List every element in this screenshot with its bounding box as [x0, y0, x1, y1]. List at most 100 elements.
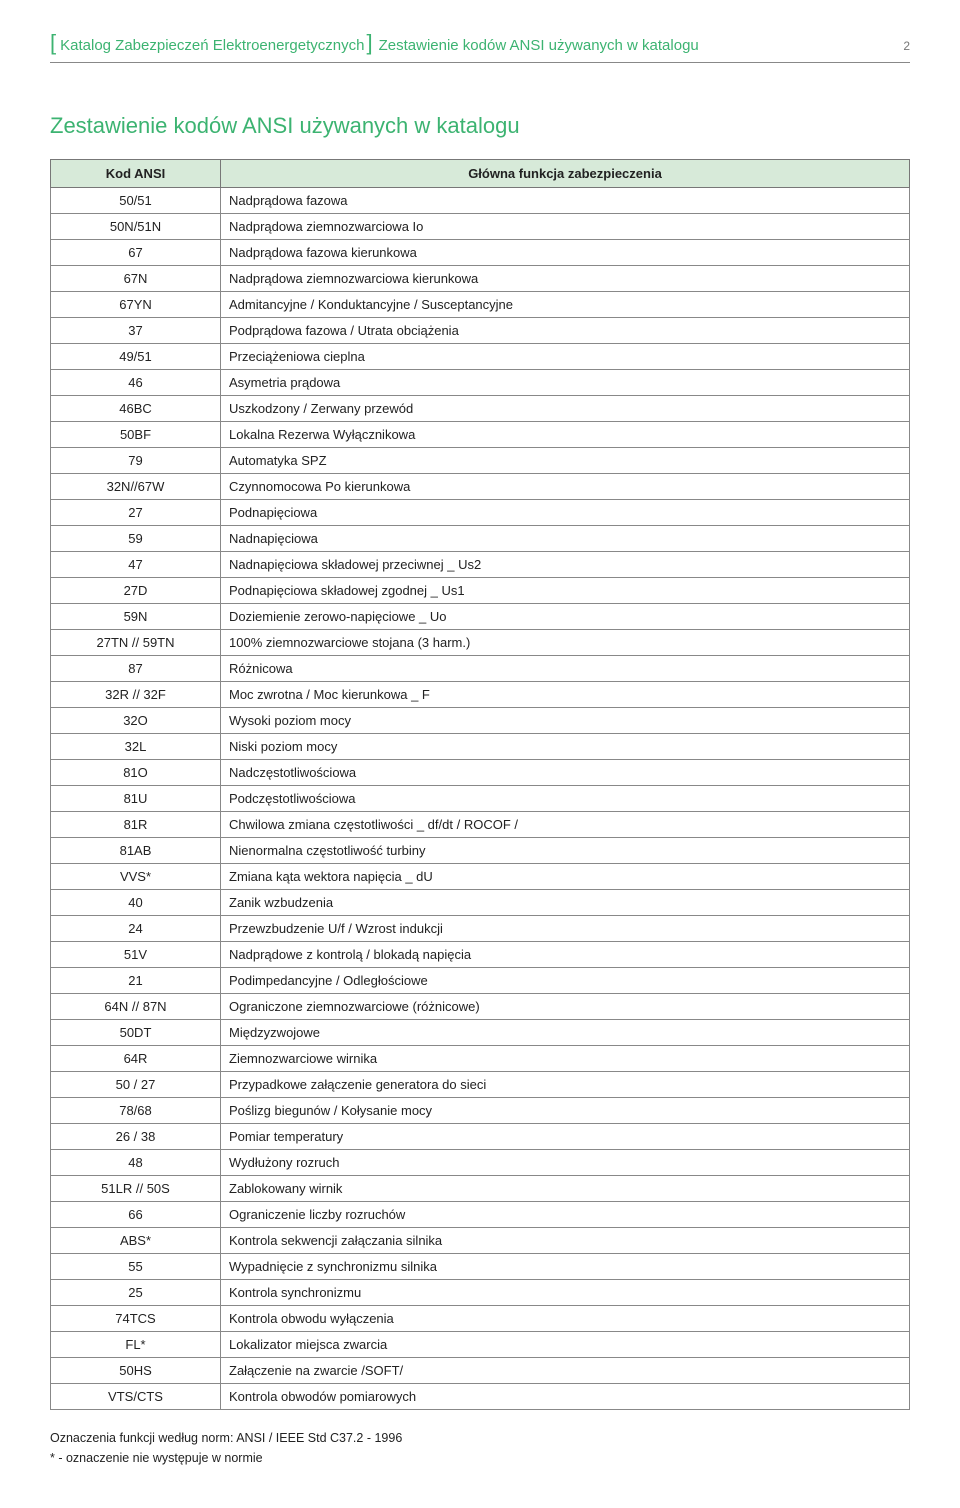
cell-code: 46	[51, 370, 221, 396]
cell-function: Automatyka SPZ	[221, 448, 910, 474]
cell-function: Lokalizator miejsca zwarcia	[221, 1332, 910, 1358]
table-row: 81UPodczęstotliwościowa	[51, 786, 910, 812]
table-row: 79Automatyka SPZ	[51, 448, 910, 474]
table-row: 74TCSKontrola obwodu wyłączenia	[51, 1306, 910, 1332]
cell-function: Kontrola sekwencji załączania silnika	[221, 1228, 910, 1254]
catalog-label: Katalog Zabezpieczeń Elektroenergetyczny…	[60, 37, 364, 54]
table-row: 27DPodnapięciowa składowej zgodnej _ Us1	[51, 578, 910, 604]
cell-function: Moc zwrotna / Moc kierunkowa _ F	[221, 682, 910, 708]
cell-function: Doziemienie zerowo-napięciowe _ Uo	[221, 604, 910, 630]
cell-function: Asymetria prądowa	[221, 370, 910, 396]
cell-code: 64R	[51, 1046, 221, 1072]
table-row: VVS*Zmiana kąta wektora napięcia _ dU	[51, 864, 910, 890]
table-row: 50HSZałączenie na zwarcie /SOFT/	[51, 1358, 910, 1384]
cell-code: 50DT	[51, 1020, 221, 1046]
cell-code: 32O	[51, 708, 221, 734]
table-row: 24Przewzbudzenie U/f / Wzrost indukcji	[51, 916, 910, 942]
cell-function: Admitancyjne / Konduktancyjne / Suscepta…	[221, 292, 910, 318]
table-row: 67NNadprądowa ziemnozwarciowa kierunkowa	[51, 266, 910, 292]
table-row: 46BCUszkodzony / Zerwany przewód	[51, 396, 910, 422]
cell-function: Przeciążeniowa cieplna	[221, 344, 910, 370]
cell-function: Pomiar temperatury	[221, 1124, 910, 1150]
cell-code: 40	[51, 890, 221, 916]
table-row: 64RZiemnozwarciowe wirnika	[51, 1046, 910, 1072]
cell-code: 81R	[51, 812, 221, 838]
cell-code: 79	[51, 448, 221, 474]
cell-function: Nadnapięciowa składowej przeciwnej _ Us2	[221, 552, 910, 578]
table-row: 51VNadprądowe z kontrolą / blokadą napię…	[51, 942, 910, 968]
col-header-function: Główna funkcja zabezpieczenia	[221, 160, 910, 188]
cell-function: Nadprądowa ziemnozwarciowa Io	[221, 214, 910, 240]
bracket-open-icon: [	[50, 30, 56, 56]
cell-function: Nadczęstotliwościowa	[221, 760, 910, 786]
cell-code: FL*	[51, 1332, 221, 1358]
cell-function: Podnapięciowa składowej zgodnej _ Us1	[221, 578, 910, 604]
cell-code: 49/51	[51, 344, 221, 370]
cell-code: 21	[51, 968, 221, 994]
cell-code: 66	[51, 1202, 221, 1228]
table-row: 47Nadnapięciowa składowej przeciwnej _ U…	[51, 552, 910, 578]
table-row: 48Wydłużony rozruch	[51, 1150, 910, 1176]
section-label: Zestawienie kodów ANSI używanych w katal…	[379, 37, 699, 54]
cell-function: Czynnomocowa Po kierunkowa	[221, 474, 910, 500]
table-row: 26 / 38Pomiar temperatury	[51, 1124, 910, 1150]
cell-function: Wysoki poziom mocy	[221, 708, 910, 734]
table-row: 81ABNienormalna częstotliwość turbiny	[51, 838, 910, 864]
table-header-row: Kod ANSI Główna funkcja zabezpieczenia	[51, 160, 910, 188]
cell-function: Załączenie na zwarcie /SOFT/	[221, 1358, 910, 1384]
table-row: 27Podnapięciowa	[51, 500, 910, 526]
table-row: 81RChwilowa zmiana częstotliwości _ df/d…	[51, 812, 910, 838]
cell-function: Kontrola synchronizmu	[221, 1280, 910, 1306]
footnotes: Oznaczenia funkcji według norm: ANSI / I…	[50, 1428, 910, 1468]
cell-code: 27	[51, 500, 221, 526]
cell-function: Nienormalna częstotliwość turbiny	[221, 838, 910, 864]
table-row: 67Nadprądowa fazowa kierunkowa	[51, 240, 910, 266]
cell-function: Zmiana kąta wektora napięcia _ dU	[221, 864, 910, 890]
cell-function: Nadprądowa ziemnozwarciowa kierunkowa	[221, 266, 910, 292]
cell-function: Ziemnozwarciowe wirnika	[221, 1046, 910, 1072]
cell-function: Zablokowany wirnik	[221, 1176, 910, 1202]
footnote-line-2: * - oznaczenie nie występuje w normie	[50, 1448, 910, 1468]
table-row: 37Podprądowa fazowa / Utrata obciążenia	[51, 318, 910, 344]
cell-code: 67YN	[51, 292, 221, 318]
bracket-close-icon: ]	[366, 30, 372, 56]
cell-code: 27TN // 59TN	[51, 630, 221, 656]
cell-function: Nadprądowa fazowa	[221, 188, 910, 214]
cell-function: Różnicowa	[221, 656, 910, 682]
cell-function: Podprądowa fazowa / Utrata obciążenia	[221, 318, 910, 344]
table-row: 50N/51NNadprądowa ziemnozwarciowa Io	[51, 214, 910, 240]
table-body: 50/51Nadprądowa fazowa50N/51NNadprądowa …	[51, 188, 910, 1410]
cell-function: Lokalna Rezerwa Wyłącznikowa	[221, 422, 910, 448]
cell-code: 50BF	[51, 422, 221, 448]
cell-code: 48	[51, 1150, 221, 1176]
cell-code: 81U	[51, 786, 221, 812]
cell-function: Nadprądowa fazowa kierunkowa	[221, 240, 910, 266]
cell-code: ABS*	[51, 1228, 221, 1254]
table-row: 49/51Przeciążeniowa cieplna	[51, 344, 910, 370]
table-row: 67YNAdmitancyjne / Konduktancyjne / Susc…	[51, 292, 910, 318]
cell-code: 55	[51, 1254, 221, 1280]
cell-code: 50/51	[51, 188, 221, 214]
table-row: 81ONadczęstotliwościowa	[51, 760, 910, 786]
cell-code: 32R // 32F	[51, 682, 221, 708]
cell-code: 50N/51N	[51, 214, 221, 240]
cell-code: 51V	[51, 942, 221, 968]
page-number: 2	[903, 39, 910, 53]
cell-function: Wydłużony rozruch	[221, 1150, 910, 1176]
cell-code: 81O	[51, 760, 221, 786]
table-row: 32LNiski poziom mocy	[51, 734, 910, 760]
cell-function: Przypadkowe załączenie generatora do sie…	[221, 1072, 910, 1098]
cell-function: Chwilowa zmiana częstotliwości _ df/dt /…	[221, 812, 910, 838]
table-row: 78/68Poślizg biegunów / Kołysanie mocy	[51, 1098, 910, 1124]
cell-code: 74TCS	[51, 1306, 221, 1332]
cell-code: VVS*	[51, 864, 221, 890]
table-row: 64N // 87NOgraniczone ziemnozwarciowe (r…	[51, 994, 910, 1020]
cell-function: Podnapięciowa	[221, 500, 910, 526]
cell-function: Poślizg biegunów / Kołysanie mocy	[221, 1098, 910, 1124]
cell-code: 50HS	[51, 1358, 221, 1384]
cell-function: Zanik wzbudzenia	[221, 890, 910, 916]
col-header-code: Kod ANSI	[51, 160, 221, 188]
table-row: 32R // 32FMoc zwrotna / Moc kierunkowa _…	[51, 682, 910, 708]
cell-function: Podimpedancyjne / Odległościowe	[221, 968, 910, 994]
cell-function: Wypadnięcie z synchronizmu silnika	[221, 1254, 910, 1280]
